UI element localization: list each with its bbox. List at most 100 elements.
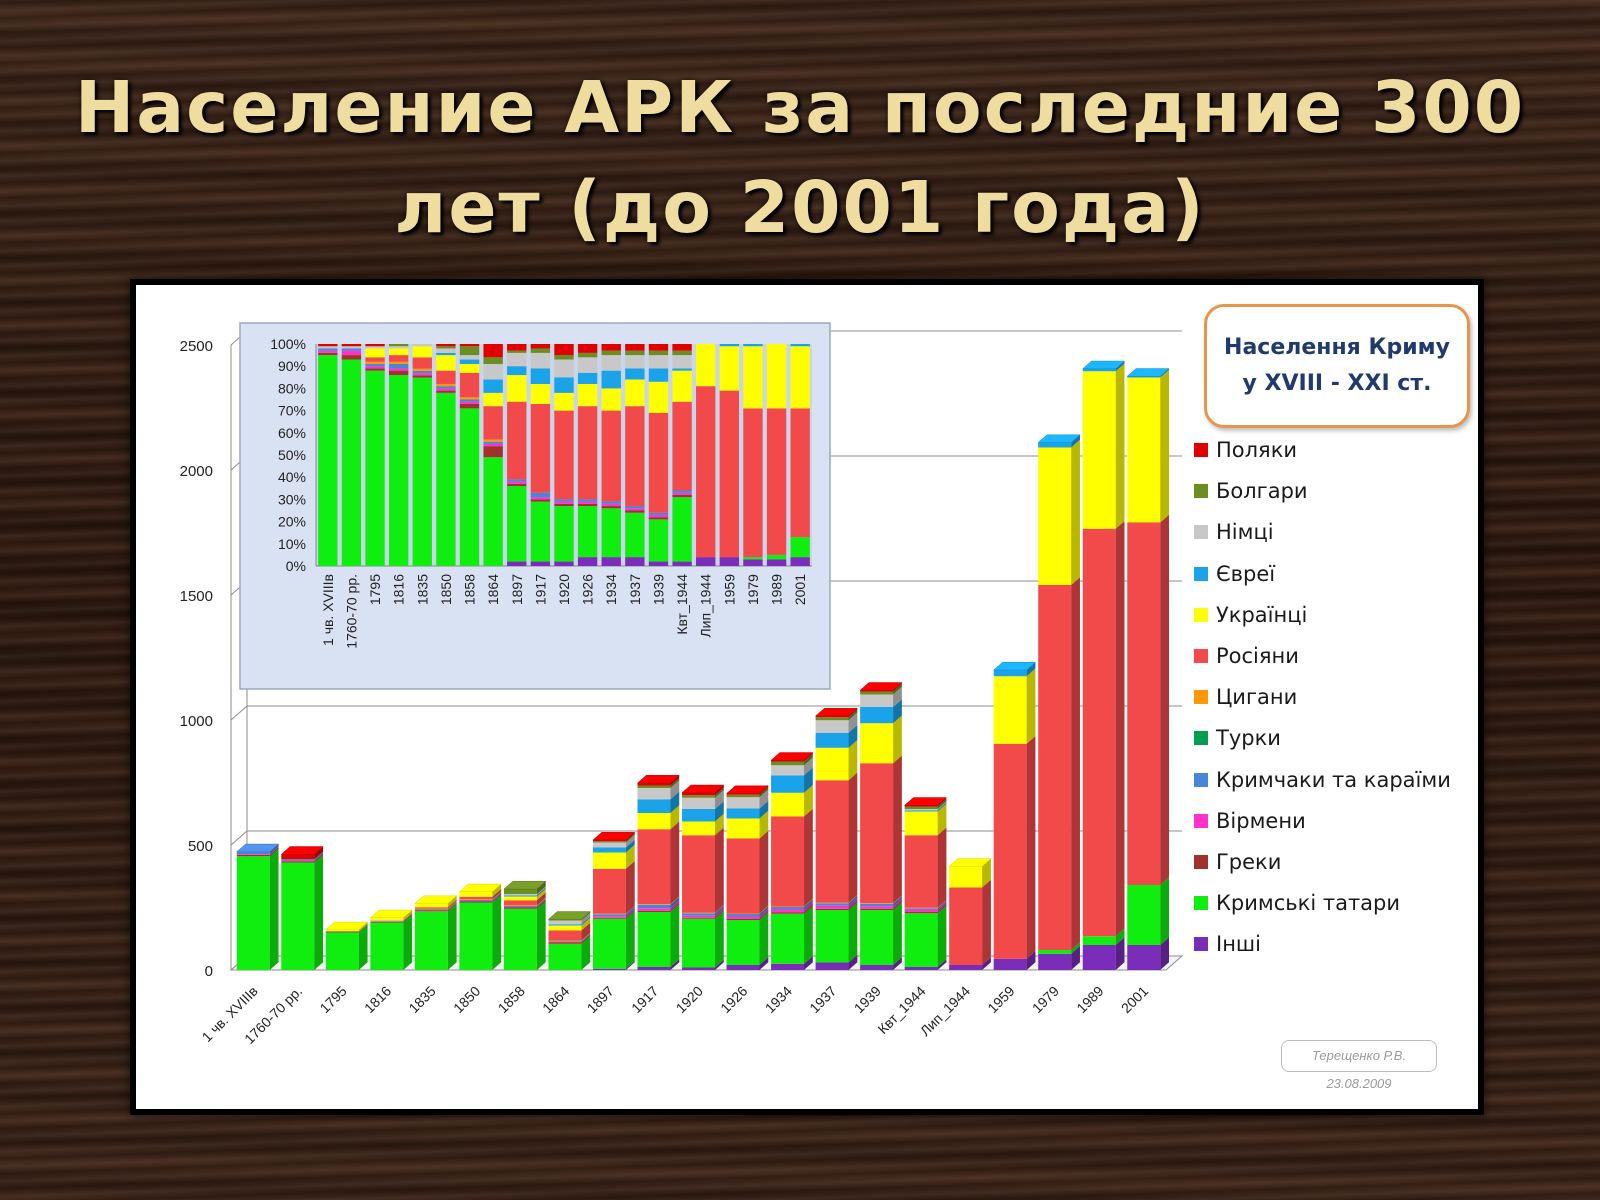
bar-stack (725, 785, 769, 970)
inset-y-tick-label: 20% (278, 514, 306, 530)
bar-segment-side (581, 936, 591, 970)
bar-segment (1127, 522, 1161, 885)
bar-segment (860, 908, 894, 910)
bar-segment-side (804, 956, 813, 970)
bar-segment (904, 909, 938, 912)
bar-segment-side (581, 922, 591, 941)
bar-segment-side (714, 785, 724, 796)
inset-x-tick-label: 1939 (650, 574, 666, 605)
bar-segment (592, 847, 626, 853)
bar-segment-side (759, 905, 769, 914)
bar-segment-side (269, 847, 279, 857)
bar-segment (993, 743, 1027, 959)
inset-bar-segment (483, 441, 503, 444)
inset-bar-segment (365, 368, 385, 371)
inset-bar-segment (507, 561, 527, 566)
inset-bar-segment (507, 344, 527, 351)
bar-segment (904, 908, 938, 910)
bar-segment-side (759, 911, 769, 920)
inset-bar-stack (318, 344, 338, 566)
inset-y-tick-label: 70% (278, 403, 306, 419)
bar-segment (414, 911, 448, 970)
bar-segment-side (358, 924, 368, 970)
inset-bar-stack (719, 344, 740, 566)
bar-segment-side (492, 891, 502, 900)
inset-bar-segment (530, 368, 551, 384)
inset-bar-segment (601, 410, 621, 502)
bar-segment-side (893, 901, 902, 910)
bar-segment (414, 910, 448, 912)
inset-x-tick-label: 1934 (603, 574, 619, 605)
bar-segment-side (536, 881, 546, 894)
bar-segment (726, 808, 760, 819)
inset-bar-segment (672, 370, 692, 402)
bar-segment-side (937, 904, 947, 914)
bar-segment (949, 887, 983, 965)
x-tick-label: 1897 (584, 983, 617, 1016)
inset-bar-segment (341, 359, 362, 566)
inset-bar-segment (577, 406, 598, 500)
bar-segment-side (804, 906, 813, 964)
legend-item: Турки (1194, 723, 1281, 753)
bar-segment-side (670, 805, 680, 830)
bar-segment-side (804, 753, 813, 766)
bar-segment (815, 910, 849, 963)
inset-bar-segment (672, 497, 692, 562)
inset-bar-segment (577, 344, 598, 353)
bar-segment (682, 797, 715, 809)
bar-segment-side (536, 899, 546, 909)
inset-x-tick-label: 1850 (438, 574, 454, 605)
inset-bar-segment (554, 410, 574, 500)
inset-bar-segment (388, 368, 409, 371)
legend-swatch (1194, 731, 1208, 746)
bar-segment (637, 813, 671, 830)
bar-segment (592, 868, 626, 914)
bar-segment-side (937, 802, 947, 812)
inset-bar-segment (459, 397, 480, 400)
bar-segment (993, 676, 1027, 744)
bar-segment (771, 765, 805, 776)
bar-segment-side (670, 904, 680, 967)
inset-bar-stack (672, 344, 692, 566)
bar-stack (592, 832, 636, 970)
bar-segment (414, 907, 448, 909)
bar-segment (815, 732, 849, 748)
bar-segment (771, 907, 805, 910)
x-tick-label: 1850 (450, 983, 483, 1016)
bar-segment (414, 910, 448, 911)
inset-bar-segment (436, 386, 456, 389)
bar-segment (815, 720, 849, 733)
inset-bar-segment (577, 372, 598, 384)
bar-segment (503, 906, 537, 907)
bar-segment (860, 965, 894, 970)
bar-segment (860, 763, 894, 904)
legend-label: Поляки (1216, 438, 1298, 462)
bar-segment-side (759, 830, 769, 914)
bar-segment-side (804, 757, 813, 776)
bar-stack (325, 921, 369, 970)
bar-segment-side (848, 895, 858, 906)
legend-swatch (1194, 443, 1208, 457)
bar-segment (860, 723, 894, 764)
inset-bar-segment (672, 494, 692, 498)
y-tick-label: 2000 (180, 463, 213, 480)
bar-top (1082, 360, 1126, 369)
inset-bar-segment (743, 557, 763, 560)
bar-segment-side (358, 923, 368, 932)
inset-bar-segment (554, 499, 574, 502)
inset-bar-segment (554, 392, 574, 411)
inset-y-tick-label: 40% (278, 469, 306, 485)
bar-segment (815, 905, 849, 909)
inset-bar-segment (766, 408, 787, 555)
inset-y-tick-label: 60% (278, 425, 306, 441)
bar-top (948, 858, 992, 867)
inset-x-tick-label: 1897 (509, 574, 525, 605)
bar-segment (459, 896, 493, 900)
bar-segment (949, 866, 983, 888)
bar-stack (1126, 368, 1170, 970)
inset-bar-segment (625, 512, 645, 558)
bar-segment-side (759, 912, 769, 965)
inset-bar-segment (672, 492, 692, 495)
bar-segment (904, 913, 938, 967)
bar-segment-side (625, 961, 635, 970)
